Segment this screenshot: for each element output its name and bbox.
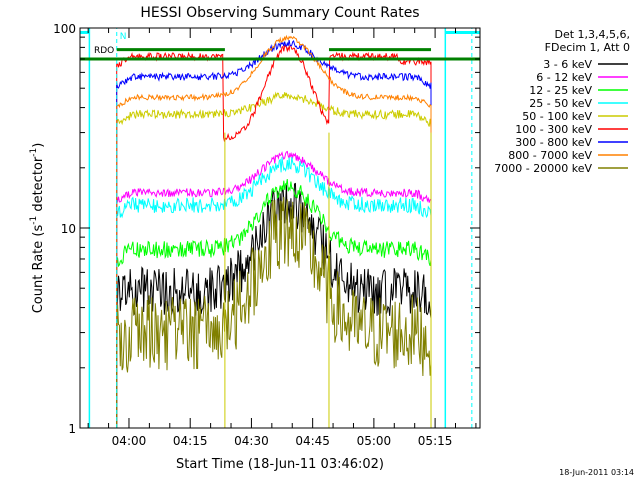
plot-area: RDO N: [80, 28, 480, 428]
legend: Det 1,3,4,5,6, FDecim 1, Att 0 3 - 6 keV…: [494, 28, 630, 175]
series-line-300-800-kev: [116, 40, 432, 428]
series-line-6-12-kev: [116, 150, 432, 428]
legend-label-12-25-kev: 12 - 25 keV: [529, 84, 592, 97]
x-tick-label-0415: 04:15: [173, 434, 208, 448]
legend-label-50-100-kev: 50 - 100 keV: [522, 110, 592, 123]
x-tick-label-0400: 04:00: [112, 434, 147, 448]
x-tick-label-0515: 05:15: [418, 434, 453, 448]
footer-date: 18-Jun-2011 03:14: [559, 468, 634, 477]
chart-title: HESSI Observing Summary Count Rates: [140, 5, 419, 21]
legend-label-3-6-kev: 3 - 6 keV: [543, 58, 592, 71]
legend-label-7000-20000-kev: 7000 - 20000 keV: [494, 162, 592, 175]
y-tick-label-10: 10: [61, 222, 76, 236]
series-line-12-25-kev: [116, 179, 432, 428]
series-line-100-300-kev: [116, 44, 432, 428]
y-label-rest: detector: [31, 156, 46, 216]
x-axis-label: Start Time (18-Jun-11 03:46:02): [176, 457, 384, 472]
series-line-25-50-kev: [116, 157, 432, 428]
y-label-sup2: -1: [29, 148, 39, 157]
series-line-7000-20000-kev: [116, 196, 432, 428]
y-label-end: ): [31, 143, 46, 148]
x-tick-label-0445: 04:45: [295, 434, 330, 448]
axes: 1 10 100 04:00 04:15 04:30 04:45 05:00 05:15: [53, 22, 481, 448]
legend-label-6-12-kev: 6 - 12 keV: [536, 71, 592, 84]
legend-label-100-300-kev: 100 - 300 keV: [515, 123, 592, 136]
night-label: N: [120, 32, 127, 42]
legend-label-25-50-kev: 25 - 50 keV: [529, 97, 592, 110]
x-tick-label-0500: 05:00: [357, 434, 392, 448]
legend-label-300-800-kev: 300 - 800 keV: [515, 136, 592, 149]
rdo-label: RDO: [94, 46, 114, 56]
y-axis-label: Count Rate (s-1 detector-1): [29, 143, 46, 314]
y-tick-label-1: 1: [68, 422, 76, 436]
legend-label-800-7000-kev: 800 - 7000 keV: [508, 149, 592, 162]
y-tick-label-100: 100: [53, 22, 76, 36]
x-tick-label-0430: 04:30: [234, 434, 269, 448]
y-label-sup: -1: [29, 216, 39, 225]
legend-header-line-1: Det 1,3,4,5,6,: [554, 28, 630, 41]
series-line-50-100-kev: [116, 91, 432, 428]
legend-header-line-2: FDecim 1, Att 0: [545, 41, 630, 54]
y-label-main: Count Rate (s: [31, 225, 46, 314]
series-line-800-7000-kev: [116, 34, 432, 428]
